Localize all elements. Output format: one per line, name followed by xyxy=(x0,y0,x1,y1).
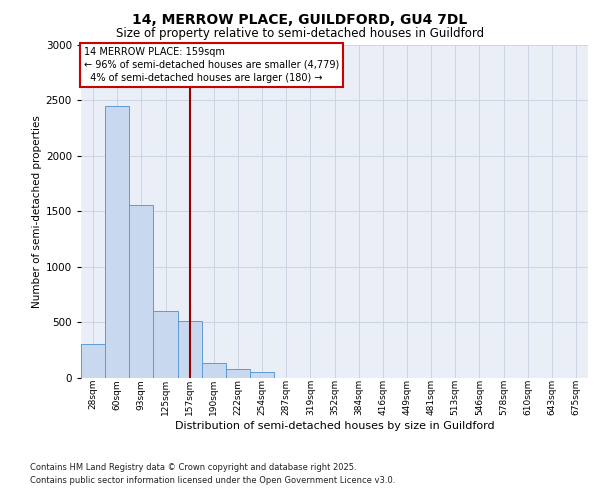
Bar xyxy=(250,372,274,378)
Bar xyxy=(154,311,178,378)
Bar xyxy=(226,369,250,378)
Text: 14 MERROW PLACE: 159sqm
← 96% of semi-detached houses are smaller (4,779)
  4% o: 14 MERROW PLACE: 159sqm ← 96% of semi-de… xyxy=(83,46,339,83)
Bar xyxy=(129,204,154,378)
X-axis label: Distribution of semi-detached houses by size in Guildford: Distribution of semi-detached houses by … xyxy=(175,421,494,431)
Bar xyxy=(202,363,226,378)
Bar xyxy=(178,321,202,378)
Bar xyxy=(105,106,129,378)
Text: 14, MERROW PLACE, GUILDFORD, GU4 7DL: 14, MERROW PLACE, GUILDFORD, GU4 7DL xyxy=(133,12,467,26)
Text: Contains HM Land Registry data © Crown copyright and database right 2025.: Contains HM Land Registry data © Crown c… xyxy=(30,464,356,472)
Y-axis label: Number of semi-detached properties: Number of semi-detached properties xyxy=(32,115,41,308)
Text: Contains public sector information licensed under the Open Government Licence v3: Contains public sector information licen… xyxy=(30,476,395,485)
Bar xyxy=(81,344,105,378)
Text: Size of property relative to semi-detached houses in Guildford: Size of property relative to semi-detach… xyxy=(116,28,484,40)
